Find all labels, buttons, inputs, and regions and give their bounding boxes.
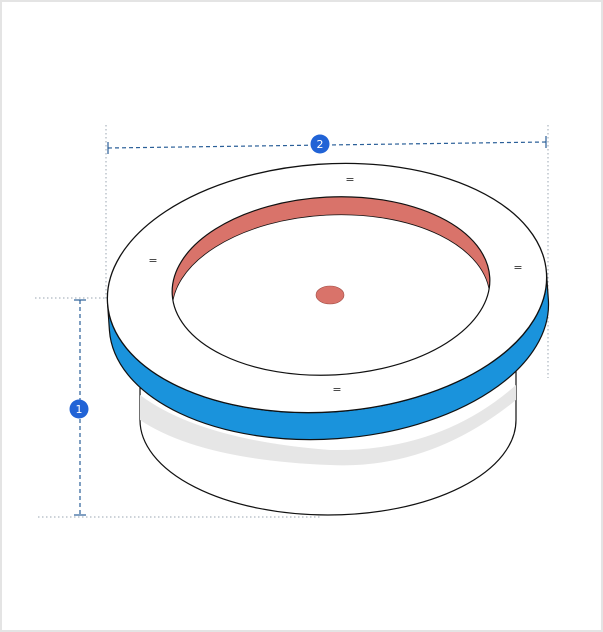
dimension-badge (69, 399, 89, 419)
extension-lines (35, 125, 549, 518)
shadow (140, 385, 516, 466)
equal-mark: = (148, 254, 157, 267)
dimension-badge (310, 134, 330, 154)
dimension-label: 2 (317, 138, 324, 151)
equal-mark: = (345, 173, 354, 186)
hole-edge (171, 196, 491, 376)
center-point (315, 285, 345, 305)
equal-mark: = (332, 383, 341, 396)
dimension-label: 1 (76, 403, 83, 416)
equal-mark: = (513, 261, 522, 274)
